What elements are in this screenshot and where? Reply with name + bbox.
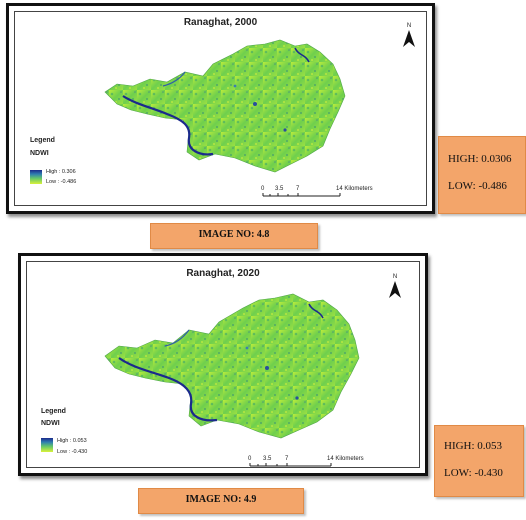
map-title: Ranaghat, 2020 <box>186 268 260 279</box>
scale-bar: 0 3.5 7 14 Kilometers <box>248 456 364 467</box>
legend-title: Legend <box>30 137 55 144</box>
legend-low: Low : -0.430 <box>57 449 88 455</box>
north-label: N <box>393 274 397 280</box>
stats-box-2000: HIGH: 0.0306 LOW: -0.486 <box>438 136 526 214</box>
scale-bar: 0 3.5 7 14 Kilometers <box>261 186 373 197</box>
scale-tick-2: 7 <box>296 186 300 192</box>
legend-layer: NDWI <box>30 150 49 157</box>
map-canvas: Ranaghat, 2020 Legend NDWI High : 0.053 … <box>26 261 420 468</box>
stats-high: HIGH: 0.0306 <box>448 153 512 165</box>
scale-tick-1: 3.5 <box>275 186 284 192</box>
legend-title: Legend <box>41 408 66 415</box>
stats-high: HIGH: 0.053 <box>444 440 503 452</box>
scale-tick-1: 3.5 <box>263 456 272 462</box>
stats-low: LOW: -0.486 <box>448 180 507 192</box>
legend-high: High : 0.053 <box>57 438 87 444</box>
ndwi-region <box>104 293 360 439</box>
legend-layer: NDWI <box>41 420 60 427</box>
map-canvas: Ranaghat, 2000 Legend NDWI High : 0.306 … <box>14 11 427 206</box>
legend-high: High : 0.306 <box>46 169 76 175</box>
ndwi-region <box>104 39 346 173</box>
north-label: N <box>407 23 411 29</box>
stats-box-2020: HIGH: 0.053 LOW: -0.430 <box>434 425 524 497</box>
scale-tick-3: 14 Kilometers <box>336 186 373 192</box>
stats-low: LOW: -0.430 <box>444 467 503 479</box>
scale-tick-0: 0 <box>261 186 265 192</box>
image-caption-4-9: IMAGE NO: 4.9 <box>138 488 304 514</box>
legend-low: Low : -0.486 <box>46 179 77 185</box>
image-caption-4-8: IMAGE NO: 4.8 <box>150 223 318 249</box>
north-arrow-icon: N <box>389 274 401 298</box>
scale-tick-0: 0 <box>248 456 252 462</box>
scale-tick-3: 14 Kilometers <box>327 456 364 462</box>
map-panel-2020: Ranaghat, 2020 Legend NDWI High : 0.053 … <box>18 253 428 476</box>
north-arrow-icon: N <box>403 23 415 47</box>
map-panel-2000: Ranaghat, 2000 Legend NDWI High : 0.306 … <box>6 3 435 214</box>
map-title: Ranaghat, 2000 <box>183 17 258 28</box>
scale-tick-2: 7 <box>285 456 289 462</box>
legend-swatch <box>30 170 42 184</box>
legend-swatch <box>41 438 53 452</box>
